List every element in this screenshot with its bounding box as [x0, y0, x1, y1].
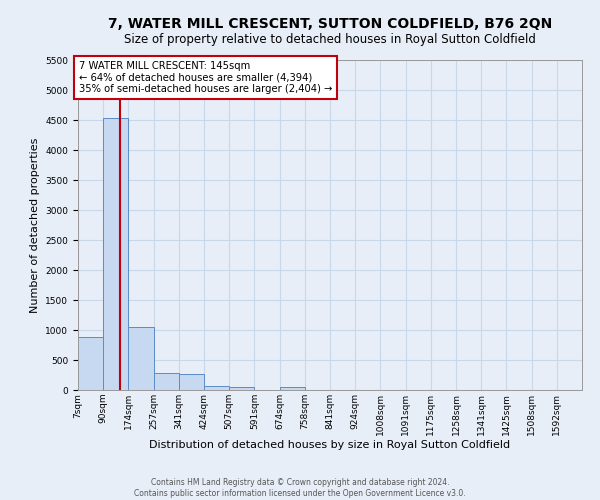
- Text: Size of property relative to detached houses in Royal Sutton Coldfield: Size of property relative to detached ho…: [124, 32, 536, 46]
- Bar: [78, 337, 103, 390]
- Bar: [154, 372, 179, 390]
- X-axis label: Distribution of detached houses by size in Royal Sutton Coldfield: Distribution of detached houses by size …: [149, 440, 511, 450]
- Text: 7 WATER MILL CRESCENT: 145sqm
← 64% of detached houses are smaller (4,394)
35% o: 7 WATER MILL CRESCENT: 145sqm ← 64% of d…: [79, 61, 332, 94]
- Bar: [204, 386, 229, 390]
- Bar: [229, 387, 254, 390]
- Bar: [179, 374, 204, 390]
- Y-axis label: Number of detached properties: Number of detached properties: [30, 138, 40, 312]
- Text: 7, WATER MILL CRESCENT, SUTTON COLDFIELD, B76 2QN: 7, WATER MILL CRESCENT, SUTTON COLDFIELD…: [108, 18, 552, 32]
- Text: Contains HM Land Registry data © Crown copyright and database right 2024.
Contai: Contains HM Land Registry data © Crown c…: [134, 478, 466, 498]
- Bar: [280, 387, 305, 390]
- Bar: [103, 118, 128, 390]
- Bar: [128, 327, 154, 390]
